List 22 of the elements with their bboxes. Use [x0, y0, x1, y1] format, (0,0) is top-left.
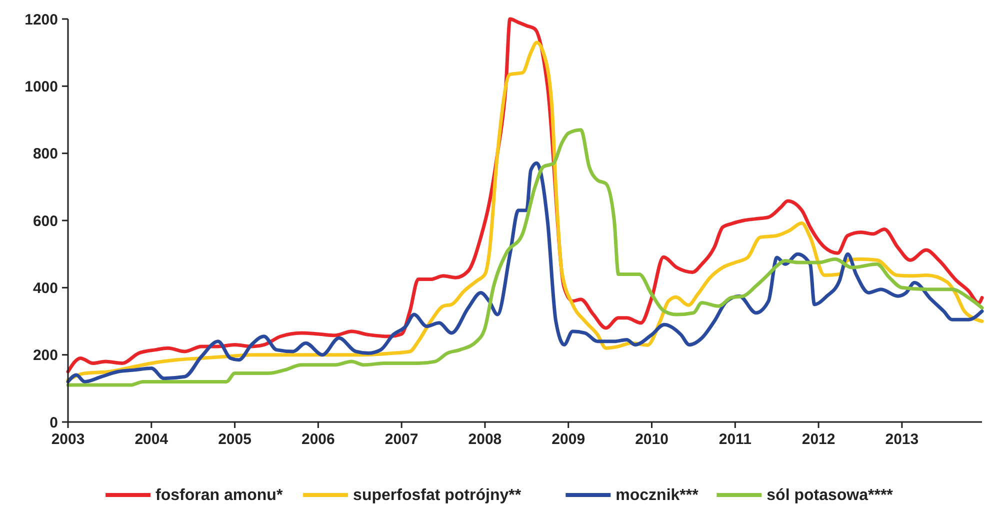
y-tick-label: 400 [32, 280, 58, 297]
y-tick-label: 1200 [24, 11, 58, 28]
x-tick-label: 2005 [218, 431, 252, 448]
x-tick-label: 2008 [468, 431, 502, 448]
x-tick-label: 2003 [51, 431, 85, 448]
legend-label: fosforan amonu* [156, 487, 284, 504]
y-tick-label: 800 [32, 146, 58, 163]
x-tick-label: 2013 [885, 431, 919, 448]
legend-label: sól potasowa**** [766, 487, 894, 504]
legend-label: superfosfat potrójny** [353, 487, 522, 504]
x-tick-label: 2006 [301, 431, 335, 448]
x-tick-label: 2010 [635, 431, 668, 448]
y-tick-label: 600 [32, 212, 58, 230]
y-tick-label: 200 [32, 347, 58, 364]
x-tick-label: 2012 [802, 431, 836, 448]
y-tick-label: 1000 [24, 78, 58, 96]
x-tick-label: 2011 [718, 431, 752, 448]
x-tick-label: 2009 [552, 431, 586, 448]
x-tick-label: 2004 [134, 431, 169, 448]
x-tick-label: 2007 [384, 431, 418, 448]
y-tick-label: 0 [50, 414, 58, 432]
legend-label: mocznik*** [616, 487, 700, 504]
